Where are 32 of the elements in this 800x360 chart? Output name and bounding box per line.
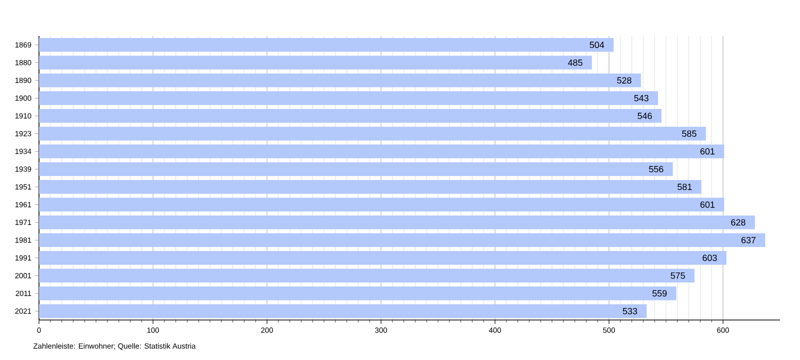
- data-label: 543: [634, 94, 648, 102]
- bar: [39, 126, 706, 141]
- data-label: 504: [590, 42, 604, 48]
- bar: [39, 73, 641, 88]
- data-label: 559: [652, 290, 667, 297]
- data-label: 601: [700, 201, 715, 208]
- bar: [39, 286, 676, 300]
- bar: [39, 108, 662, 123]
- bar: [39, 304, 647, 318]
- data-label: 585: [682, 130, 696, 137]
- data-label: 528: [617, 77, 632, 84]
- bar: [39, 56, 592, 70]
- bar: [39, 180, 702, 194]
- bar: [39, 215, 755, 230]
- data-label: 603: [702, 254, 717, 262]
- data-label: 628: [731, 219, 746, 226]
- bar: [39, 233, 766, 248]
- bar: [39, 268, 695, 283]
- data-label: 575: [670, 272, 685, 279]
- bar: [39, 144, 724, 158]
- data-label: 485: [568, 59, 582, 66]
- bar: [39, 38, 614, 52]
- bar: [39, 91, 658, 106]
- data-label: 556: [649, 166, 664, 172]
- data-label: 533: [622, 308, 638, 314]
- data-label: 637: [741, 236, 756, 244]
- data-label: 601: [700, 148, 715, 155]
- data-label: 546: [638, 112, 652, 120]
- bar: [39, 250, 726, 265]
- data-label: 581: [678, 184, 692, 190]
- bar: [39, 198, 724, 212]
- bar: [39, 162, 673, 176]
